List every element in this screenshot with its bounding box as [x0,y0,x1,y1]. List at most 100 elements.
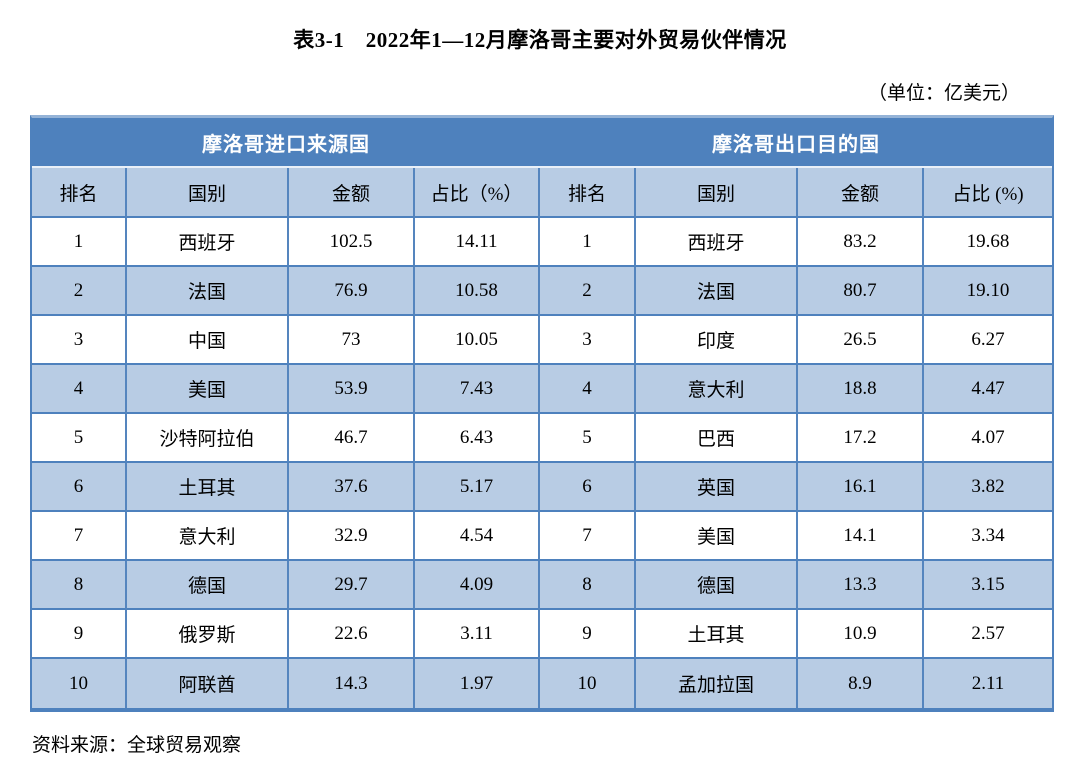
trade-partners-table: 摩洛哥进口来源国 摩洛哥出口目的国 排名 国别 金额 占比（%） 排名 国别 金… [30,115,1054,712]
cell-import-rank: 5 [32,414,127,463]
colheader-import-country: 国别 [127,168,289,218]
cell-export-country: 法国 [636,267,798,316]
cell-import-share: 1.97 [415,659,540,708]
table-row: 4 美国 53.9 7.43 4 意大利 18.8 4.47 [32,365,1052,414]
cell-import-rank: 3 [32,316,127,365]
cell-export-rank: 6 [540,463,636,512]
cell-import-share: 5.17 [415,463,540,512]
cell-import-amount: 22.6 [289,610,415,659]
cell-import-amount: 76.9 [289,267,415,316]
colheader-import-rank: 排名 [32,168,127,218]
cell-export-amount: 17.2 [798,414,924,463]
cell-import-country: 中国 [127,316,289,365]
cell-export-share: 3.82 [924,463,1052,512]
column-header-row: 排名 国别 金额 占比（%） 排名 国别 金额 占比 (%) [32,168,1052,218]
cell-import-country: 意大利 [127,512,289,561]
group-header-exports: 摩洛哥出口目的国 [540,118,1052,168]
cell-export-country: 孟加拉国 [636,659,798,708]
cell-export-share: 6.27 [924,316,1052,365]
cell-import-share: 4.09 [415,561,540,610]
cell-import-share: 10.05 [415,316,540,365]
cell-export-rank: 5 [540,414,636,463]
colheader-export-country: 国别 [636,168,798,218]
cell-export-amount: 80.7 [798,267,924,316]
table-row: 5 沙特阿拉伯 46.7 6.43 5 巴西 17.2 4.07 [32,414,1052,463]
cell-import-amount: 46.7 [289,414,415,463]
cell-export-rank: 9 [540,610,636,659]
cell-import-country: 德国 [127,561,289,610]
table-row: 2 法国 76.9 10.58 2 法国 80.7 19.10 [32,267,1052,316]
cell-export-country: 西班牙 [636,218,798,267]
cell-import-country: 西班牙 [127,218,289,267]
cell-import-rank: 8 [32,561,127,610]
cell-export-amount: 14.1 [798,512,924,561]
cell-import-country: 阿联酋 [127,659,289,708]
cell-import-rank: 7 [32,512,127,561]
colheader-import-amount: 金额 [289,168,415,218]
cell-export-amount: 13.3 [798,561,924,610]
cell-export-amount: 83.2 [798,218,924,267]
cell-export-rank: 8 [540,561,636,610]
colheader-export-amount: 金额 [798,168,924,218]
cell-export-amount: 10.9 [798,610,924,659]
cell-import-country: 法国 [127,267,289,316]
cell-import-amount: 73 [289,316,415,365]
cell-export-country: 美国 [636,512,798,561]
cell-export-amount: 26.5 [798,316,924,365]
cell-export-share: 19.10 [924,267,1052,316]
colheader-export-rank: 排名 [540,168,636,218]
table-row: 8 德国 29.7 4.09 8 德国 13.3 3.15 [32,561,1052,610]
cell-export-rank: 4 [540,365,636,414]
cell-import-rank: 2 [32,267,127,316]
cell-import-share: 10.58 [415,267,540,316]
cell-export-share: 3.15 [924,561,1052,610]
cell-export-country: 土耳其 [636,610,798,659]
table-row: 9 俄罗斯 22.6 3.11 9 土耳其 10.9 2.57 [32,610,1052,659]
cell-export-rank: 1 [540,218,636,267]
group-header-imports: 摩洛哥进口来源国 [32,118,540,168]
cell-import-share: 4.54 [415,512,540,561]
cell-export-amount: 8.9 [798,659,924,708]
table-row: 6 土耳其 37.6 5.17 6 英国 16.1 3.82 [32,463,1052,512]
cell-import-rank: 4 [32,365,127,414]
cell-export-share: 3.34 [924,512,1052,561]
cell-export-amount: 18.8 [798,365,924,414]
table-row: 7 意大利 32.9 4.54 7 美国 14.1 3.34 [32,512,1052,561]
cell-import-share: 14.11 [415,218,540,267]
cell-import-amount: 53.9 [289,365,415,414]
cell-import-country: 土耳其 [127,463,289,512]
colheader-export-share: 占比 (%) [924,168,1052,218]
colheader-import-share: 占比（%） [415,168,540,218]
cell-import-country: 美国 [127,365,289,414]
cell-export-share: 4.07 [924,414,1052,463]
cell-export-rank: 2 [540,267,636,316]
cell-import-country: 俄罗斯 [127,610,289,659]
cell-import-rank: 10 [32,659,127,708]
cell-import-rank: 6 [32,463,127,512]
cell-import-rank: 9 [32,610,127,659]
table-row: 10 阿联酋 14.3 1.97 10 孟加拉国 8.9 2.11 [32,659,1052,708]
cell-export-country: 英国 [636,463,798,512]
table-row: 1 西班牙 102.5 14.11 1 西班牙 83.2 19.68 [32,218,1052,267]
cell-export-amount: 16.1 [798,463,924,512]
cell-export-share: 19.68 [924,218,1052,267]
page-title: 表3-1 2022年1—12月摩洛哥主要对外贸易伙伴情况 [293,28,787,52]
cell-export-share: 4.47 [924,365,1052,414]
cell-import-amount: 14.3 [289,659,415,708]
cell-import-rank: 1 [32,218,127,267]
cell-import-share: 3.11 [415,610,540,659]
cell-export-rank: 7 [540,512,636,561]
cell-import-share: 7.43 [415,365,540,414]
cell-export-share: 2.11 [924,659,1052,708]
cell-import-amount: 32.9 [289,512,415,561]
unit-note: （单位：亿美元） [867,83,1020,104]
cell-import-amount: 37.6 [289,463,415,512]
cell-import-share: 6.43 [415,414,540,463]
cell-export-share: 2.57 [924,610,1052,659]
table-row: 3 中国 73 10.05 3 印度 26.5 6.27 [32,316,1052,365]
source-note: 资料来源：全球贸易观察 [32,735,242,756]
cell-export-country: 德国 [636,561,798,610]
cell-import-country: 沙特阿拉伯 [127,414,289,463]
cell-export-country: 印度 [636,316,798,365]
